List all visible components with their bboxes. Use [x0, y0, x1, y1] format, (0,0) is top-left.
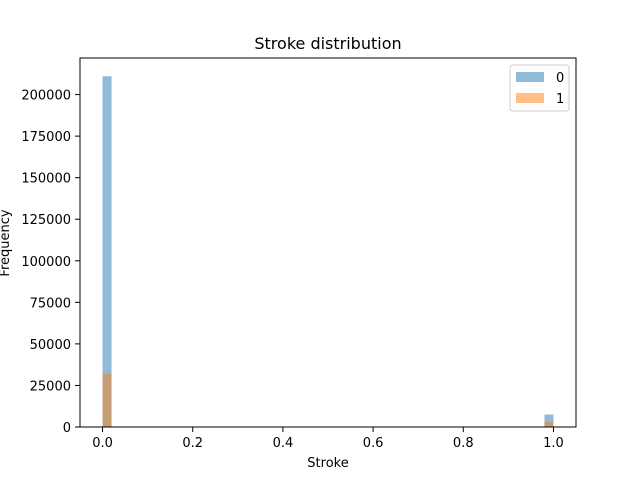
y-tick-label: 0: [63, 421, 71, 436]
chart-title: Stroke distribution: [254, 34, 401, 53]
plot-frame: [79, 57, 577, 428]
x-tick-label: 1.0: [543, 436, 564, 451]
legend-swatch: [516, 72, 544, 82]
y-tick-label: 25000: [30, 379, 71, 394]
x-tick-label: 0.4: [273, 436, 294, 451]
y-tick-label: 125000: [21, 213, 71, 228]
legend-swatch: [516, 93, 544, 103]
x-tick-label: 0.8: [453, 436, 474, 451]
bars-layer: [102, 76, 554, 427]
y-tick-label: 175000: [21, 130, 71, 145]
y-tick-label: 75000: [30, 296, 71, 311]
x-tick-label: 0.0: [92, 436, 113, 451]
x-axis-title: Stroke: [307, 456, 348, 471]
x-tick-label: 0.2: [182, 436, 203, 451]
legend-label: 0: [556, 71, 564, 86]
y-tick-label: 150000: [21, 172, 71, 187]
bar-series-0-0: [102, 76, 112, 427]
legend-label: 1: [556, 92, 564, 107]
bar-series-0-1: [544, 414, 554, 427]
x-tick-label: 0.6: [363, 436, 384, 451]
y-axis-title: Frequency: [0, 209, 13, 276]
axes-layer: 0.0 0.2 0.4 0.6 0.8 1.0 0 25000 50000 75000 100000…: [21, 57, 577, 451]
bar-series-1-1: [544, 422, 554, 427]
bar-series-1-0: [102, 373, 112, 427]
y-tick-label: 200000: [21, 89, 71, 104]
y-tick-label: 50000: [30, 338, 71, 353]
legend: 01: [509, 64, 570, 112]
y-tick-label: 100000: [21, 255, 71, 270]
